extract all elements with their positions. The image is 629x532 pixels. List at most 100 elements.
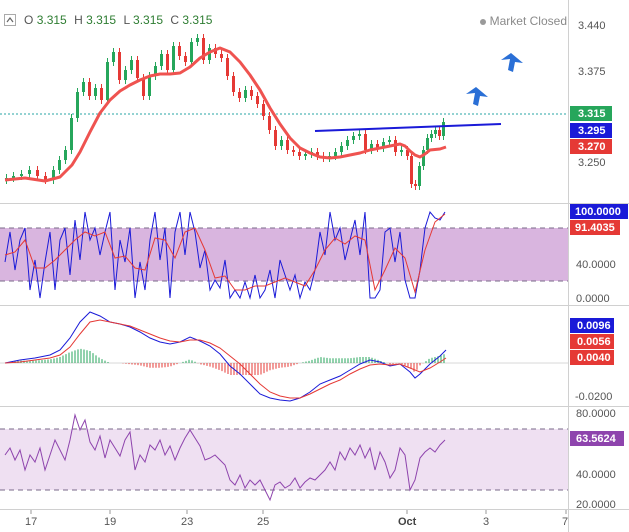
candle-body bbox=[178, 46, 181, 56]
time-label: Oct bbox=[398, 516, 417, 528]
candle-body bbox=[124, 70, 127, 80]
candle-body bbox=[94, 88, 97, 96]
last-price-value: 3.315 bbox=[578, 108, 606, 120]
stoch-tick-label: 0.0000 bbox=[576, 293, 610, 305]
candlesticks bbox=[5, 34, 445, 190]
candle-body bbox=[426, 138, 429, 150]
price-tick-label: 3.440 bbox=[578, 20, 606, 32]
last-price-badge: 3.315 bbox=[570, 106, 612, 121]
candle-body bbox=[70, 118, 73, 150]
candle-body bbox=[274, 130, 277, 146]
candle-body bbox=[382, 142, 385, 148]
candle-body bbox=[346, 140, 349, 146]
candle-body bbox=[370, 144, 373, 150]
candle-body bbox=[364, 134, 367, 150]
candle-body bbox=[202, 38, 205, 60]
candle-body bbox=[220, 54, 223, 58]
arrow-annotations bbox=[466, 53, 523, 106]
candle-body bbox=[316, 152, 319, 156]
candle-body bbox=[438, 130, 441, 136]
rsi-tick-label: 40.0000 bbox=[576, 469, 616, 481]
rsi-line bbox=[4, 413, 446, 502]
collapse-legend-icon[interactable] bbox=[4, 14, 16, 26]
time-label: 25 bbox=[257, 516, 269, 528]
rsi-tick-label: 20.0000 bbox=[576, 499, 616, 511]
candle-body bbox=[100, 88, 103, 100]
trend-line[interactable] bbox=[314, 123, 502, 132]
market-status: Market Closed bbox=[480, 14, 567, 28]
candle-body bbox=[142, 78, 145, 96]
macd-value: 0.0096 bbox=[577, 320, 611, 332]
candle-body bbox=[76, 92, 79, 118]
low-value: 3.315 bbox=[133, 13, 164, 27]
close-label: C bbox=[170, 13, 180, 27]
stochastic-d-line bbox=[4, 213, 446, 294]
trend-price-value: 3.295 bbox=[578, 125, 606, 137]
macd-signal-badge: 0.0040 bbox=[570, 350, 614, 365]
candle-body bbox=[244, 90, 247, 98]
candle-body bbox=[160, 54, 163, 66]
candle-body bbox=[44, 176, 47, 180]
candle-body bbox=[226, 58, 229, 76]
candle-body bbox=[58, 160, 61, 170]
up-arrow-icon[interactable] bbox=[466, 87, 488, 106]
time-label: 3 bbox=[483, 516, 489, 528]
open-value: 3.315 bbox=[36, 13, 67, 27]
candle-body bbox=[36, 170, 39, 176]
candle-body bbox=[298, 152, 301, 156]
price-tick-label: 3.250 bbox=[578, 157, 606, 169]
candle-body bbox=[154, 66, 157, 76]
candle-body bbox=[232, 76, 235, 92]
candle-body bbox=[196, 38, 199, 42]
candle-body bbox=[172, 46, 175, 70]
candle-body bbox=[106, 62, 109, 100]
candle-body bbox=[430, 134, 433, 138]
rsi-badge: 63.5624 bbox=[570, 431, 624, 446]
candle-body bbox=[184, 56, 187, 62]
macd-signal-line bbox=[4, 319, 447, 399]
candle-body bbox=[352, 136, 355, 140]
candle-body bbox=[136, 60, 139, 78]
rsi-value: 63.5624 bbox=[576, 433, 617, 445]
macd-signal-value: 0.0040 bbox=[577, 352, 611, 364]
candle-body bbox=[340, 146, 343, 152]
price-tick-label: 3.375 bbox=[578, 66, 606, 78]
candle-body bbox=[262, 104, 265, 116]
candle-body bbox=[112, 52, 115, 62]
moving-average-line bbox=[4, 46, 447, 183]
open-label: O bbox=[24, 13, 34, 27]
ma-price-badge: 3.270 bbox=[570, 139, 612, 154]
candle-body bbox=[410, 156, 413, 184]
candle-body bbox=[268, 116, 271, 130]
candle-body bbox=[376, 144, 379, 148]
candle-body bbox=[190, 42, 193, 62]
macd-tick-label: -0.0200 bbox=[575, 391, 612, 403]
candle-body bbox=[130, 60, 133, 70]
candle-body bbox=[166, 54, 169, 70]
stoch-tick-label: 40.0000 bbox=[576, 259, 616, 271]
stoch-k-badge: 100.0000 bbox=[570, 204, 628, 219]
candle-body bbox=[388, 140, 391, 142]
candle-body bbox=[64, 150, 67, 160]
trend-price-badge: 3.295 bbox=[570, 123, 612, 138]
candle-body bbox=[52, 170, 55, 180]
candle-body bbox=[334, 152, 337, 156]
rsi-band bbox=[0, 429, 568, 490]
candle-body bbox=[418, 166, 421, 186]
candle-body bbox=[118, 52, 121, 80]
candle-body bbox=[12, 176, 15, 178]
candle-body bbox=[286, 140, 289, 150]
rsi-tick-label: 80.0000 bbox=[576, 408, 616, 420]
time-axis: 17 19 23 25 Oct 3 7 bbox=[25, 510, 568, 528]
candle-body bbox=[28, 170, 31, 174]
macd-badge: 0.0096 bbox=[570, 318, 614, 333]
up-arrow-icon[interactable] bbox=[501, 53, 523, 72]
macd-hist-badge: 0.0056 bbox=[570, 334, 614, 349]
candle-body bbox=[88, 82, 91, 96]
candle-body bbox=[292, 150, 295, 152]
stoch-d-value: 91.4035 bbox=[575, 222, 615, 234]
macd-hist-value: 0.0056 bbox=[577, 336, 611, 348]
candle-body bbox=[82, 82, 85, 92]
candle-body bbox=[422, 150, 425, 166]
